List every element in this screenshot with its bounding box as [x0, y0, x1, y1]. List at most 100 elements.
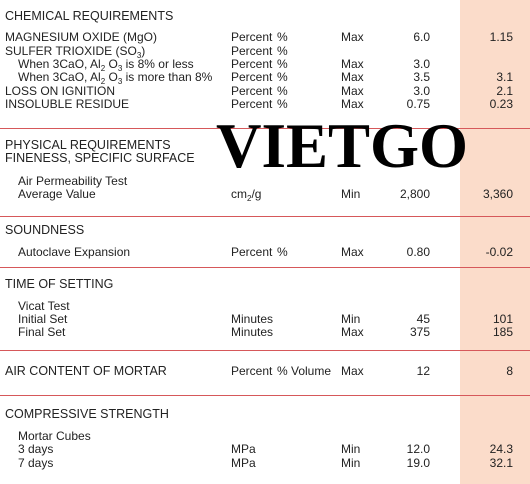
unit: Percent	[231, 97, 272, 111]
unit: cm2/g	[231, 187, 262, 203]
spec-value: 3.0	[413, 57, 430, 71]
unit-symbol: %	[277, 245, 288, 259]
row-label-part: Mortar Cubes	[18, 429, 91, 443]
limit: Max	[341, 97, 364, 111]
row-label-subscript: 2	[100, 77, 106, 86]
row-label-part: Air Permeability Test	[18, 174, 128, 188]
limit: Min	[341, 187, 361, 201]
row-label-part: is more than 8%	[122, 70, 213, 84]
unit-part: Minutes	[231, 312, 274, 326]
row-label-part: When 3CaO, Al	[18, 57, 101, 71]
spec-value: 375	[409, 325, 430, 339]
section-title: TIME OF SETTING	[5, 277, 114, 291]
limit: Min	[341, 312, 361, 326]
row-label: Mortar Cubes	[18, 429, 91, 443]
limit: Max	[341, 84, 364, 98]
section-title: CHEMICAL REQUIREMENTS	[5, 9, 174, 23]
unit-part: Percent	[231, 30, 273, 44]
limit: Max	[341, 70, 364, 84]
row-label: INSOLUBLE RESIDUE	[5, 97, 129, 111]
row-label: 3 days	[18, 442, 53, 456]
row-label: Final Set	[18, 325, 65, 339]
limit: Max	[341, 245, 364, 259]
spec-value: 6.0	[413, 30, 430, 44]
unit: Percent	[231, 30, 272, 44]
unit: MPa	[231, 442, 256, 456]
unit-part: MPa	[231, 442, 256, 456]
row-label-part: )	[141, 44, 146, 58]
unit-part: Percent	[231, 70, 273, 84]
spec-value: 12	[416, 364, 430, 378]
section-title: FINENESS, SPECIFIC SURFACE	[5, 151, 195, 165]
result-value: 8	[506, 364, 513, 378]
unit: Minutes	[231, 325, 273, 339]
result-value: 185	[492, 325, 513, 339]
result-value: 2.1	[496, 84, 513, 98]
unit-part: Percent	[231, 84, 273, 98]
unit: Percent	[231, 44, 272, 58]
row-label-part: Vicat Test	[18, 299, 70, 313]
section-rule	[0, 216, 530, 217]
row-label: LOSS ON IGNITION	[5, 84, 115, 98]
unit-subscript: 2	[247, 194, 252, 203]
row-label-subscript: 2	[100, 64, 106, 73]
row-label-subscript: 3	[136, 51, 142, 60]
unit-part: Percent	[231, 57, 273, 71]
row-label-part: MAGNESIUM OXIDE (MgO)	[5, 30, 158, 44]
watermark: VIETGO	[216, 111, 469, 181]
section-title: SOUNDNESS	[5, 223, 85, 237]
unit: Percent	[231, 364, 272, 378]
unit-symbol: %	[277, 57, 288, 71]
result-column	[460, 0, 530, 484]
unit-part: MPa	[231, 456, 256, 470]
spec-value: 3.0	[413, 84, 430, 98]
unit: MPa	[231, 456, 256, 470]
row-label-part: SULFER TRIOXIDE (SO	[5, 44, 137, 58]
unit-symbol: %	[277, 84, 288, 98]
result-value: 3.1	[496, 70, 513, 84]
result-value: 32.1	[489, 456, 513, 470]
limit: Min	[341, 456, 361, 470]
row-label-part: LOSS ON IGNITION	[5, 84, 116, 98]
limit: Max	[341, 30, 364, 44]
section-rule	[0, 128, 530, 129]
result-value: -0.02	[485, 245, 513, 259]
row-label: Vicat Test	[18, 299, 70, 313]
section-title: PHYSICAL REQUIREMENTS	[5, 138, 171, 152]
row-label-part: 3 days	[18, 442, 54, 456]
unit-symbol: %	[277, 30, 288, 44]
section-title: AIR CONTENT OF MORTAR	[5, 364, 167, 378]
unit-symbol: %	[277, 70, 288, 84]
row-label-part: Initial Set	[18, 312, 68, 326]
unit-part: Percent	[231, 245, 273, 259]
row-label-part: is 8% or less	[122, 57, 194, 71]
row-label-part: O	[105, 57, 118, 71]
row-label-part: 7 days	[18, 456, 54, 470]
row-label: 7 days	[18, 456, 53, 470]
row-label: Average Value	[18, 187, 96, 201]
result-value: 101	[492, 312, 513, 326]
unit: Minutes	[231, 312, 273, 326]
unit: Percent	[231, 84, 272, 98]
unit-part: Percent	[231, 97, 273, 111]
spec-value: 0.75	[406, 97, 430, 111]
row-label-subscript: 3	[117, 77, 123, 86]
unit-part: /g	[251, 187, 262, 201]
result-value: 3,360	[482, 187, 513, 201]
row-label: Autoclave Expansion	[18, 245, 130, 259]
row-label: SULFER TRIOXIDE (SO3)	[5, 44, 146, 60]
row-label-subscript: 3	[117, 64, 123, 73]
spec-value: 2,800	[399, 187, 430, 201]
unit: Percent	[231, 57, 272, 71]
unit-part: Minutes	[231, 325, 274, 339]
row-label: When 3CaO, Al2 O3 is 8% or less	[18, 57, 194, 73]
limit: Max	[341, 325, 364, 339]
row-label-part: Final Set	[18, 325, 66, 339]
spec-value: 12.0	[406, 442, 430, 456]
unit: Percent	[231, 245, 272, 259]
row-label-part: Average Value	[18, 187, 96, 201]
unit-symbol: %	[277, 44, 288, 58]
unit-symbol: %	[277, 97, 288, 111]
unit-symbol: % Volume	[277, 364, 332, 378]
